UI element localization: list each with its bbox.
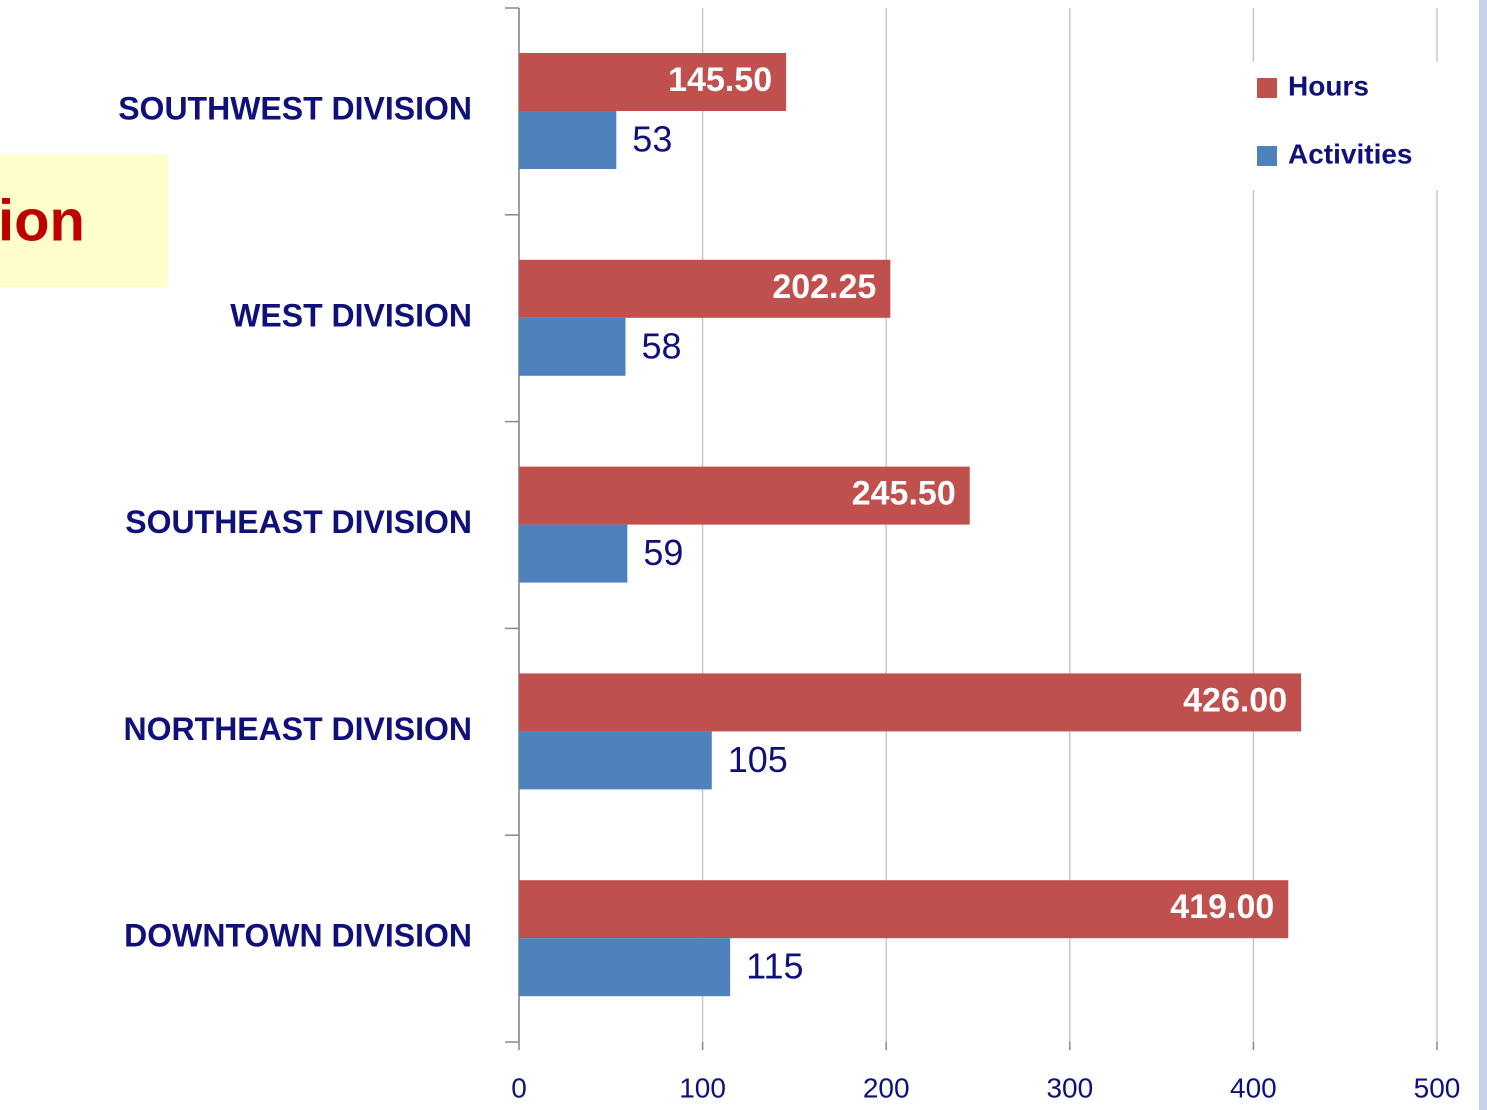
x-tick-label: 300 (1046, 1072, 1093, 1103)
legend-swatch (1257, 146, 1277, 166)
y-tick-label: WEST DIVISION (230, 297, 472, 333)
data-label: 53 (632, 119, 672, 160)
data-label: 245.50 (852, 475, 956, 513)
annotation: ion (0, 188, 85, 253)
data-label: 58 (641, 325, 681, 366)
data-label: 59 (643, 532, 683, 573)
bar (519, 111, 617, 169)
x-tick-label: 500 (1414, 1072, 1461, 1103)
legend-swatch (1257, 78, 1277, 98)
y-tick-label: DOWNTOWN DIVISION (124, 918, 472, 954)
legend-box (1248, 62, 1444, 190)
data-label: 145.50 (668, 61, 772, 99)
data-label: 105 (728, 739, 788, 780)
bar (519, 524, 628, 583)
bar (519, 880, 1289, 939)
data-label: 202.25 (772, 268, 876, 306)
y-tick-label: NORTHEAST DIVISION (124, 711, 472, 747)
data-label: 115 (746, 946, 803, 987)
bar (519, 317, 626, 376)
bar (519, 53, 787, 111)
legend-label: Activities (1288, 138, 1413, 169)
y-tick-label: SOUTHEAST DIVISION (125, 504, 472, 540)
bar (519, 938, 731, 997)
side-strip (1479, 0, 1487, 1110)
bar (519, 259, 891, 318)
x-tick-label: 200 (863, 1072, 910, 1103)
x-tick-label: 0 (511, 1072, 527, 1103)
bar (519, 731, 712, 790)
x-tick-label: 100 (679, 1072, 726, 1103)
data-label: 419.00 (1170, 888, 1274, 926)
data-label: 426.00 (1183, 681, 1287, 719)
bar (519, 673, 1302, 732)
legend-label: Hours (1288, 70, 1369, 101)
annotation-box (0, 155, 168, 287)
bar (519, 466, 970, 525)
y-tick-label: SOUTHWEST DIVISION (118, 90, 472, 126)
x-tick-label: 400 (1230, 1072, 1277, 1103)
